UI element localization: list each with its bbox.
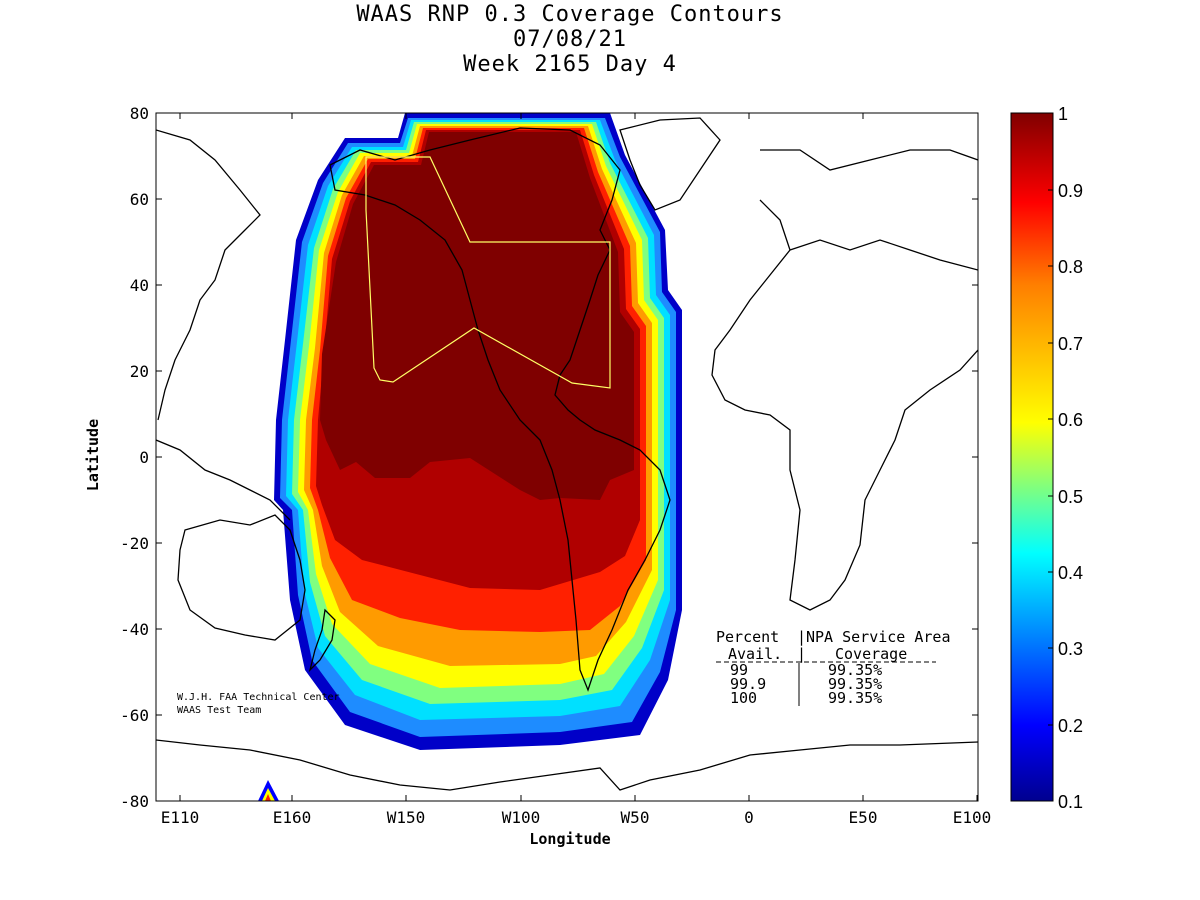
stats-row-avail: 99.9 [730, 675, 766, 693]
y-tick-label: -20 [120, 534, 149, 553]
x-tick-label: E110 [161, 808, 200, 827]
stats-header-coverage: Coverage [835, 645, 907, 663]
stats-row-avail: 100 [730, 689, 757, 707]
stats-row-coverage: 99.35% [828, 661, 882, 679]
stats-header-percent: Percent [716, 628, 779, 646]
x-axis-title: Longitude [529, 830, 610, 848]
colorbar-label: 0.7 [1058, 334, 1083, 354]
chart-title-week: Week 2165 Day 4 [463, 52, 677, 77]
colorbar-ticks [1048, 112, 1053, 802]
y-tick-label: -80 [120, 792, 149, 811]
y-tick-label: 20 [130, 362, 149, 381]
x-tick-labels: E110 E160 W150 W100 W50 0 E50 E100 [161, 808, 992, 827]
coast-new-zealand [308, 608, 336, 673]
colorbar-label: 0.6 [1058, 410, 1083, 430]
colorbar-label: 0.2 [1058, 716, 1083, 736]
x-tick-label: E100 [953, 808, 992, 827]
coverage-blob-antarctic [258, 780, 279, 801]
credit-line1: W.J.H. FAA Technical Center [177, 692, 340, 703]
y-tick-label: 80 [130, 104, 149, 123]
y-tick-label: 0 [139, 448, 149, 467]
stats-row-coverage: 99.35% [828, 675, 882, 693]
coast-europe [711, 149, 978, 611]
npa-service-area-outline [365, 156, 611, 389]
coast-north-america [329, 127, 671, 692]
colorbar-label: 0.4 [1058, 563, 1083, 583]
colorbar-label: 0.8 [1058, 257, 1083, 277]
colorbar-label: 0.5 [1058, 487, 1083, 507]
y-axis-title: Latitude [84, 419, 102, 491]
colorbar-label: 0.1 [1058, 792, 1083, 812]
chart-title-line1: WAAS RNP 0.3 Coverage Contours [356, 2, 784, 27]
y-tick-label: 60 [130, 190, 149, 209]
x-tick-label: W100 [502, 808, 541, 827]
colorbar-label: 1 [1058, 104, 1068, 124]
chart-title-date: 07/08/21 [513, 27, 627, 52]
coast-greenland [619, 117, 721, 211]
x-tick-label: 0 [744, 808, 754, 827]
stats-header-npa: NPA Service Area [806, 628, 951, 646]
tick-marks [156, 112, 978, 802]
x-tick-label: W150 [387, 808, 426, 827]
x-tick-label: W50 [621, 808, 650, 827]
stats-row-avail: 99 [730, 661, 748, 679]
coast-australia [177, 514, 306, 641]
coastlines [156, 117, 978, 791]
colorbar [1010, 112, 1054, 802]
credit-line2: WAAS Test Team [177, 705, 261, 716]
y-tick-label: 40 [130, 276, 149, 295]
coast-antarctica [156, 739, 978, 791]
colorbar-label: 0.9 [1058, 181, 1083, 201]
y-tick-label: -60 [120, 706, 149, 725]
y-tick-labels: 80 60 40 20 0 -20 -40 -60 -80 [120, 104, 149, 811]
stats-row-coverage: 99.35% [828, 689, 882, 707]
coverage-contours [274, 113, 682, 750]
coast-asia [156, 129, 291, 521]
colorbar-labels: 1 0.9 0.8 0.7 0.6 0.5 0.4 0.3 0.2 0.1 [1058, 104, 1083, 812]
y-tick-label: -40 [120, 620, 149, 639]
x-tick-label: E160 [273, 808, 312, 827]
x-tick-label: E50 [849, 808, 878, 827]
stats-header-divider2: | [797, 645, 806, 663]
contour-1.0 [320, 132, 634, 500]
stats-header-divider: | [797, 628, 806, 646]
coverage-stats-table: Percent | NPA Service Area Avail. | Cove… [716, 628, 951, 707]
colorbar-label: 0.3 [1058, 639, 1083, 659]
stats-header-avail: Avail. [728, 645, 782, 663]
